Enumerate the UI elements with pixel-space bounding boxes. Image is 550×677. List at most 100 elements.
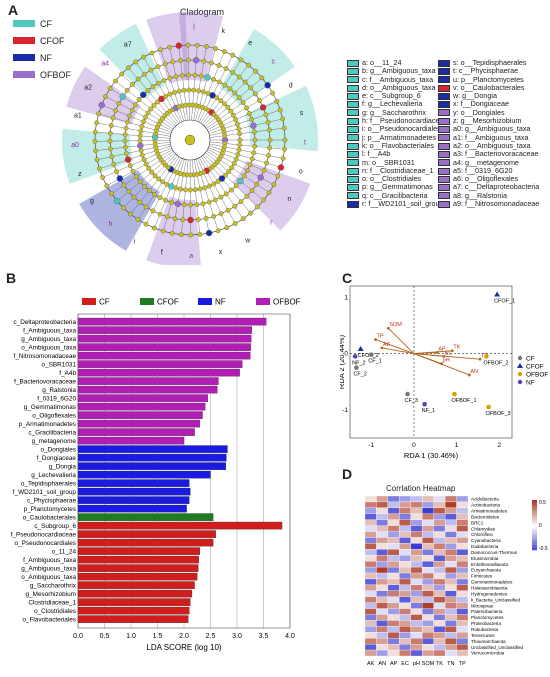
cladogram-node <box>135 217 141 222</box>
cladogram-node <box>156 176 162 182</box>
key-label: a4: g__metagenome <box>453 157 519 167</box>
cladogram-node <box>110 115 116 121</box>
heatmap-cell <box>387 578 400 586</box>
cladogram-node <box>270 90 276 96</box>
cladogram-node <box>138 147 144 153</box>
cladogram-node <box>92 129 98 135</box>
cladogram-key-item: a9: f__Nitrosomonadaceae <box>438 199 539 208</box>
heatmap-cell <box>456 602 469 609</box>
heatmap-cell <box>422 638 434 645</box>
cladogram-node <box>257 174 264 181</box>
heatmap-scale-step <box>532 507 537 511</box>
heatmap-row-label: Nitrospirae <box>471 603 494 608</box>
heatmap-cell <box>456 537 469 544</box>
cladogram-key-item: r: f__WD2101_soil_group <box>347 199 448 208</box>
cladogram-key-item: l: f__A4b <box>347 149 448 158</box>
lda-bar <box>77 453 227 462</box>
lda-tick-label: 3.0 <box>232 633 242 640</box>
heatmap-col-label: SOM <box>422 661 435 667</box>
cladogram-node <box>161 78 167 83</box>
rda-legend-label: CFOF <box>526 364 544 371</box>
lda-bar-label: f_Dongiaceae <box>37 455 77 462</box>
heatmap-cell <box>444 555 457 562</box>
key-swatch <box>438 134 450 142</box>
rda-point <box>486 404 491 410</box>
cladogram-key-item: c: f__Ambiguous_taxa <box>347 75 448 84</box>
key-label: w: g__Dongia <box>453 91 497 101</box>
rda-point <box>494 291 501 297</box>
heatmap-cell <box>376 572 389 580</box>
cladogram-node <box>146 188 152 194</box>
heatmap-cell <box>376 555 389 562</box>
heatmap-col-label: AP <box>390 661 398 667</box>
cladogram-node <box>169 230 175 236</box>
cladogram-node <box>155 80 161 86</box>
heatmap-cell <box>387 537 400 544</box>
heatmap-cell <box>399 531 411 538</box>
cladogram-branch <box>209 143 284 159</box>
cladogram-branch <box>97 143 171 160</box>
heatmap-cell <box>422 561 434 568</box>
cladogram-clade-letter: a4 <box>101 60 109 67</box>
heatmap-cell <box>433 566 446 574</box>
cladogram-node <box>123 144 128 150</box>
heatmap-cell <box>387 525 400 532</box>
key-label: a3: f__Bacteriovoracaceae <box>453 149 539 159</box>
cladogram-branch <box>105 96 173 132</box>
cladogram-node <box>203 215 209 221</box>
cladogram-node <box>183 187 188 193</box>
heatmap-cell <box>364 507 377 514</box>
key-label: o: o__Clostridiales <box>362 174 422 184</box>
cladogram-node <box>211 76 216 82</box>
cladogram-node <box>218 211 224 217</box>
cladogram-node <box>195 217 201 222</box>
heatmap-cell <box>376 495 389 503</box>
key-swatch <box>347 92 359 100</box>
cladogram-node <box>178 232 184 238</box>
cladogram-branch <box>95 142 171 151</box>
heatmap-cell <box>444 543 457 550</box>
lda-bar-label: f_Nitrosomonadaceae <box>13 353 76 360</box>
cladogram-node <box>237 137 243 143</box>
heatmap-cell <box>399 507 411 514</box>
heatmap-cell <box>456 596 469 603</box>
key-swatch <box>438 150 450 158</box>
rda-y-tick: -1 <box>342 407 348 414</box>
key-swatch <box>438 109 450 117</box>
panel-label-d: D <box>342 466 353 482</box>
cladogram-branch <box>99 145 171 169</box>
cladogram-clade-letter: t <box>304 139 306 146</box>
cladogram-node <box>252 91 258 97</box>
cladogram-branch <box>201 156 244 219</box>
cladogram-node <box>266 127 272 133</box>
cladogram-node <box>229 187 234 193</box>
heatmap-cell <box>399 643 411 651</box>
cladogram-branch <box>208 147 278 177</box>
lda-bar-label: g_Gemmatimonas <box>24 404 76 411</box>
cladogram-node <box>226 169 232 175</box>
heatmap-scale-step <box>532 510 537 513</box>
cladogram-node <box>187 216 194 224</box>
cladogram-legend: CF CFOF NF OFBOF <box>13 15 71 83</box>
heatmap-cell <box>376 566 389 574</box>
cladogram-node <box>174 200 182 208</box>
key-swatch <box>347 184 359 192</box>
heatmap-cell <box>422 513 434 520</box>
heatmap-cell <box>433 626 446 633</box>
cladogram-node <box>137 199 143 205</box>
key-swatch <box>438 92 450 100</box>
cladogram-node <box>197 232 203 237</box>
cladogram-node <box>164 181 170 187</box>
cladogram-node <box>236 74 242 80</box>
heatmap-cell <box>410 608 423 615</box>
key-swatch <box>347 67 359 75</box>
cladogram-node <box>277 107 283 113</box>
heatmap-cell <box>376 649 389 657</box>
heatmap-cell <box>376 501 389 509</box>
rda-arrowhead <box>442 354 446 358</box>
lda-bar-label: c_Deltaproteobacteria <box>13 319 76 326</box>
heatmap-cell <box>433 638 446 645</box>
cladogram-node <box>143 221 149 227</box>
cladogram-node <box>255 204 260 210</box>
cladogram-node <box>194 202 200 208</box>
